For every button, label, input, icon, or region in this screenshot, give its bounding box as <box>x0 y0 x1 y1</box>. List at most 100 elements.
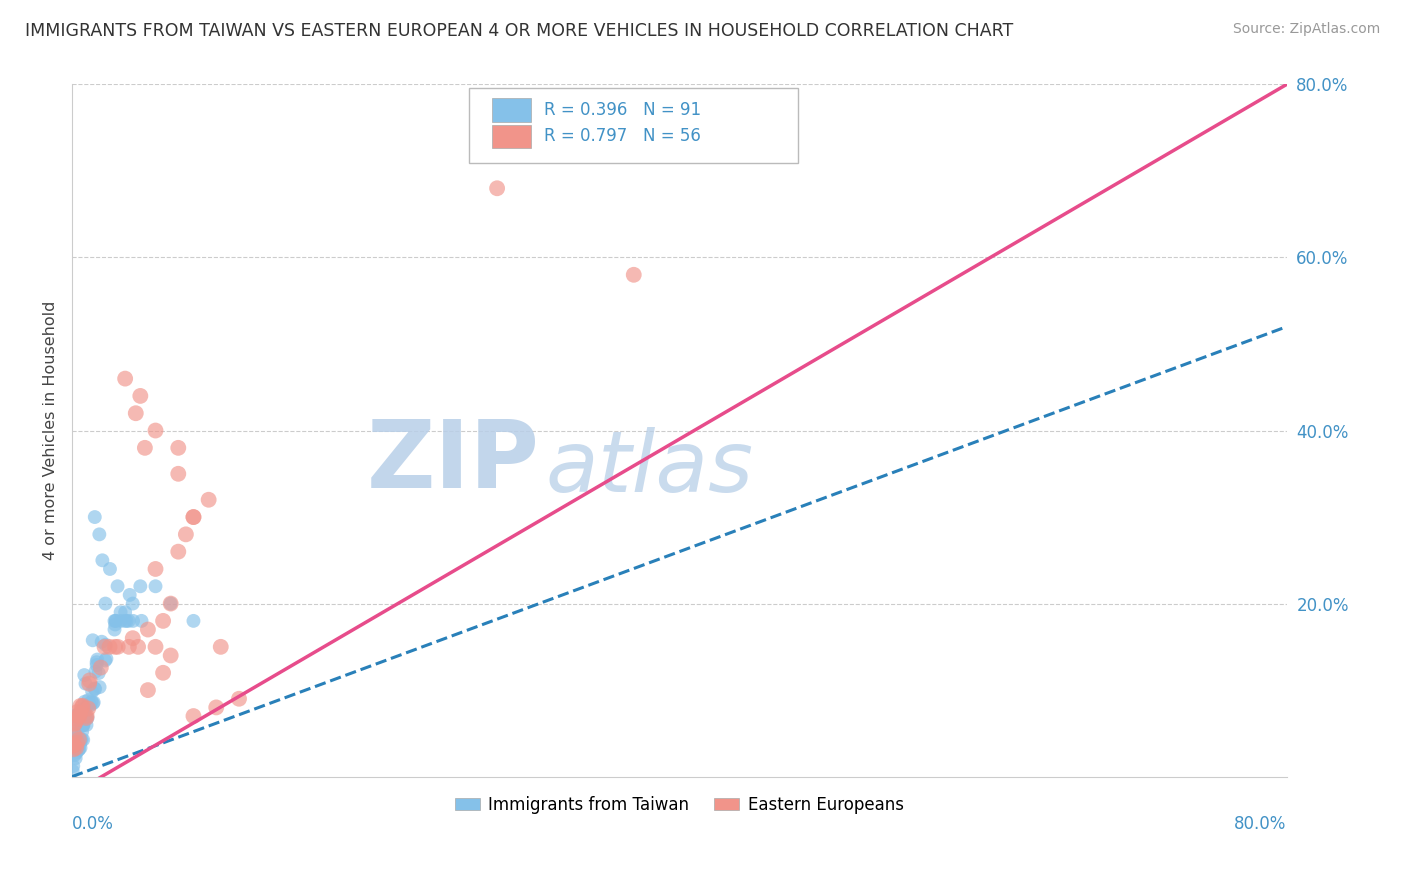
Point <box>209 640 232 654</box>
Point <box>228 691 250 706</box>
Point <box>136 623 159 637</box>
Point <box>183 510 205 524</box>
Point <box>73 695 96 709</box>
Text: R = 0.396   N = 91: R = 0.396 N = 91 <box>544 101 702 119</box>
Point <box>66 709 89 723</box>
Point <box>72 703 94 717</box>
Point <box>183 614 205 628</box>
Point <box>174 527 197 541</box>
Point <box>70 718 93 732</box>
Y-axis label: 4 or more Vehicles in Household: 4 or more Vehicles in Household <box>44 301 58 560</box>
Point <box>86 652 108 666</box>
Point <box>623 268 645 282</box>
Point <box>63 748 86 763</box>
Text: IMMIGRANTS FROM TAIWAN VS EASTERN EUROPEAN 4 OR MORE VEHICLES IN HOUSEHOLD CORRE: IMMIGRANTS FROM TAIWAN VS EASTERN EUROPE… <box>25 22 1014 40</box>
Point <box>63 716 86 731</box>
Text: R = 0.797   N = 56: R = 0.797 N = 56 <box>544 128 702 145</box>
Point <box>127 640 149 654</box>
Point <box>118 614 141 628</box>
Point <box>90 634 112 648</box>
Point <box>89 680 111 694</box>
Point <box>75 711 97 725</box>
Point <box>67 732 90 747</box>
Point <box>66 739 89 753</box>
Point <box>167 544 190 558</box>
Point <box>70 718 93 732</box>
Point <box>96 651 118 665</box>
Point <box>82 633 104 648</box>
Point <box>152 665 174 680</box>
Point <box>62 741 84 756</box>
Point <box>83 695 105 709</box>
Point <box>122 614 145 628</box>
Point <box>183 510 205 524</box>
Point <box>129 389 152 403</box>
FancyBboxPatch shape <box>492 98 531 122</box>
Point <box>83 510 105 524</box>
Text: 80.0%: 80.0% <box>1234 814 1286 833</box>
Point <box>145 640 167 654</box>
Point <box>89 527 111 541</box>
Point <box>62 738 84 752</box>
Text: Source: ZipAtlas.com: Source: ZipAtlas.com <box>1233 22 1381 37</box>
Point <box>62 739 84 753</box>
Point <box>107 640 129 654</box>
Point <box>110 614 132 628</box>
Point <box>118 640 141 654</box>
Point <box>114 605 136 619</box>
Point <box>77 676 100 690</box>
Point <box>104 614 127 628</box>
Point <box>115 614 138 628</box>
Point <box>76 718 98 732</box>
Point <box>98 640 121 654</box>
Text: ZIP: ZIP <box>367 416 540 508</box>
Point <box>72 698 94 713</box>
Point <box>75 701 97 715</box>
Point <box>77 693 100 707</box>
Point <box>145 424 167 438</box>
Point <box>65 740 87 755</box>
Point <box>205 700 228 714</box>
Point <box>69 732 91 747</box>
Point <box>134 441 156 455</box>
Point <box>62 736 84 750</box>
Point <box>152 614 174 628</box>
Point <box>66 734 89 748</box>
Point <box>65 746 87 760</box>
Point <box>63 737 86 751</box>
Point <box>69 732 91 747</box>
Point <box>67 743 90 757</box>
Point <box>75 712 97 726</box>
Point <box>94 653 117 667</box>
Point <box>84 665 107 679</box>
Point <box>75 711 97 725</box>
Point <box>145 579 167 593</box>
Point <box>72 718 94 732</box>
Point <box>76 711 98 725</box>
Point <box>94 638 117 652</box>
Point <box>131 614 153 628</box>
Point <box>65 715 87 730</box>
Point <box>65 713 87 727</box>
Point <box>67 709 90 723</box>
Point <box>70 732 93 747</box>
Point <box>77 701 100 715</box>
Point <box>73 714 96 729</box>
Point <box>167 467 190 481</box>
Point <box>62 759 84 773</box>
Point <box>84 681 107 696</box>
Point <box>79 673 101 688</box>
Point <box>145 562 167 576</box>
Point <box>72 732 94 747</box>
Point <box>67 742 90 756</box>
Point <box>118 588 141 602</box>
Point <box>66 740 89 755</box>
Point <box>82 696 104 710</box>
Point <box>86 655 108 669</box>
Point <box>121 597 143 611</box>
Point <box>91 553 114 567</box>
Point <box>63 728 86 742</box>
Point <box>129 579 152 593</box>
Point <box>125 406 148 420</box>
Point <box>70 724 93 739</box>
